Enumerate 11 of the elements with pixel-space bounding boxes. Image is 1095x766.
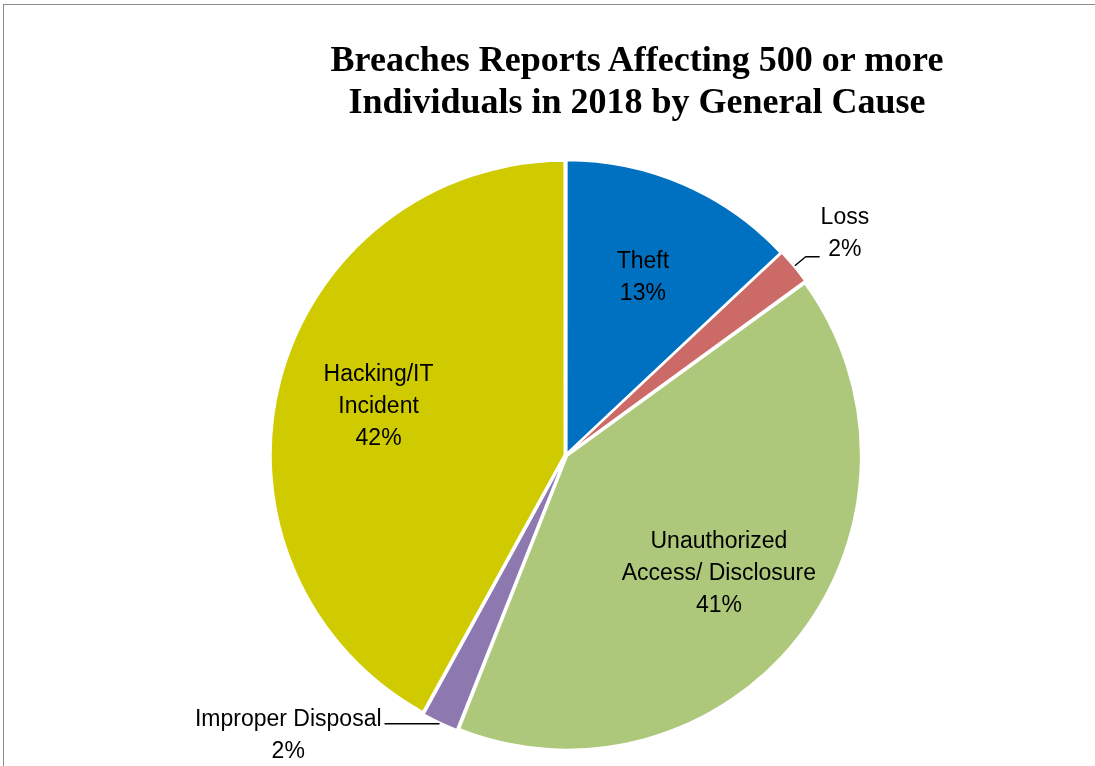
data-label: 41% <box>695 590 742 617</box>
slice-label: Theft <box>616 246 670 273</box>
data-label: 2% <box>828 235 862 262</box>
slice-label: Loss <box>820 203 870 230</box>
chart-title: Breaches Reports Affecting 500 or more Individuals in 2018 by General Cause <box>329 38 945 122</box>
slice-label: Hacking/IT Incident <box>323 360 434 419</box>
slice-label: Unauthorized Access/ Disclosure <box>621 526 817 585</box>
data-label: 2% <box>271 737 305 764</box>
slice-label: Improper Disposal <box>194 705 382 732</box>
data-label: 13% <box>619 278 666 305</box>
data-label: 42% <box>355 424 402 451</box>
